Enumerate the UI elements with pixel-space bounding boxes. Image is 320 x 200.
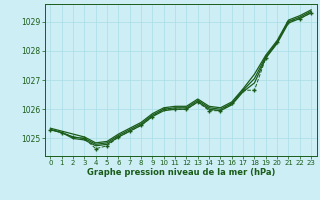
X-axis label: Graphe pression niveau de la mer (hPa): Graphe pression niveau de la mer (hPa): [87, 168, 275, 177]
